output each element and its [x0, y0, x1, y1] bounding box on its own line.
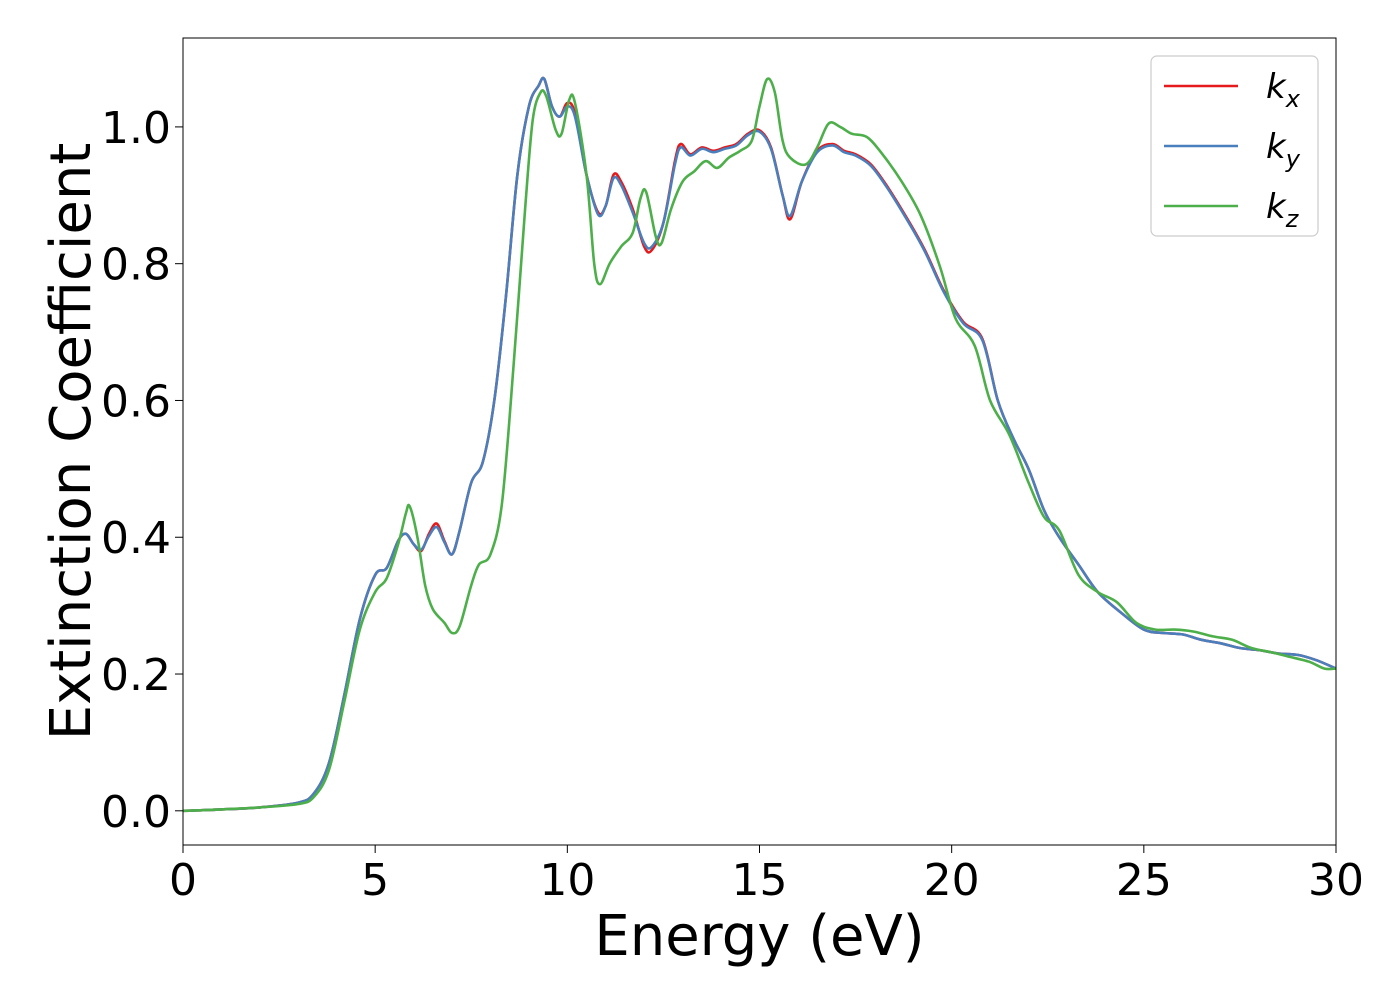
legend-label-subscript: z	[1285, 205, 1300, 233]
x-tick-label: 30	[1308, 855, 1364, 906]
series-line-k-z	[183, 77, 1336, 813]
y-tick-label: 1.0	[101, 103, 171, 154]
x-tick-label: 20	[924, 855, 980, 906]
legend-label-base: k	[1266, 67, 1287, 107]
y-tick-label: 0.6	[101, 376, 171, 427]
x-tick-label: 0	[169, 855, 197, 906]
legend-label: ky	[1266, 127, 1301, 173]
series-layer	[183, 76, 1336, 813]
legend-label-subscript: y	[1285, 145, 1301, 173]
y-tick-label: 0.0	[101, 787, 171, 838]
x-axis-title: Energy (eV)	[594, 904, 924, 969]
series-line-k-y	[183, 76, 1336, 813]
x-tick-label: 5	[361, 855, 389, 906]
legend-label: kz	[1266, 187, 1300, 233]
y-axis: 0.0 0.2 0.4 0.6 0.8 1.0	[101, 103, 183, 838]
legend-label-base: k	[1266, 187, 1287, 227]
y-tick-label: 0.8	[101, 240, 171, 291]
legend-label: kx	[1266, 67, 1301, 113]
x-tick-label: 15	[732, 855, 788, 906]
y-tick-label: 0.2	[101, 650, 171, 701]
x-tick-label: 10	[539, 855, 595, 906]
legend-label-subscript: x	[1285, 85, 1301, 113]
x-tick-label: 25	[1116, 855, 1172, 906]
legend-label-base: k	[1266, 127, 1287, 167]
y-axis-title: Extinction Coefficient	[39, 143, 104, 741]
y-tick-label: 0.4	[101, 513, 171, 564]
x-axis: 0 5 10 15 20 25 30	[169, 845, 1364, 906]
